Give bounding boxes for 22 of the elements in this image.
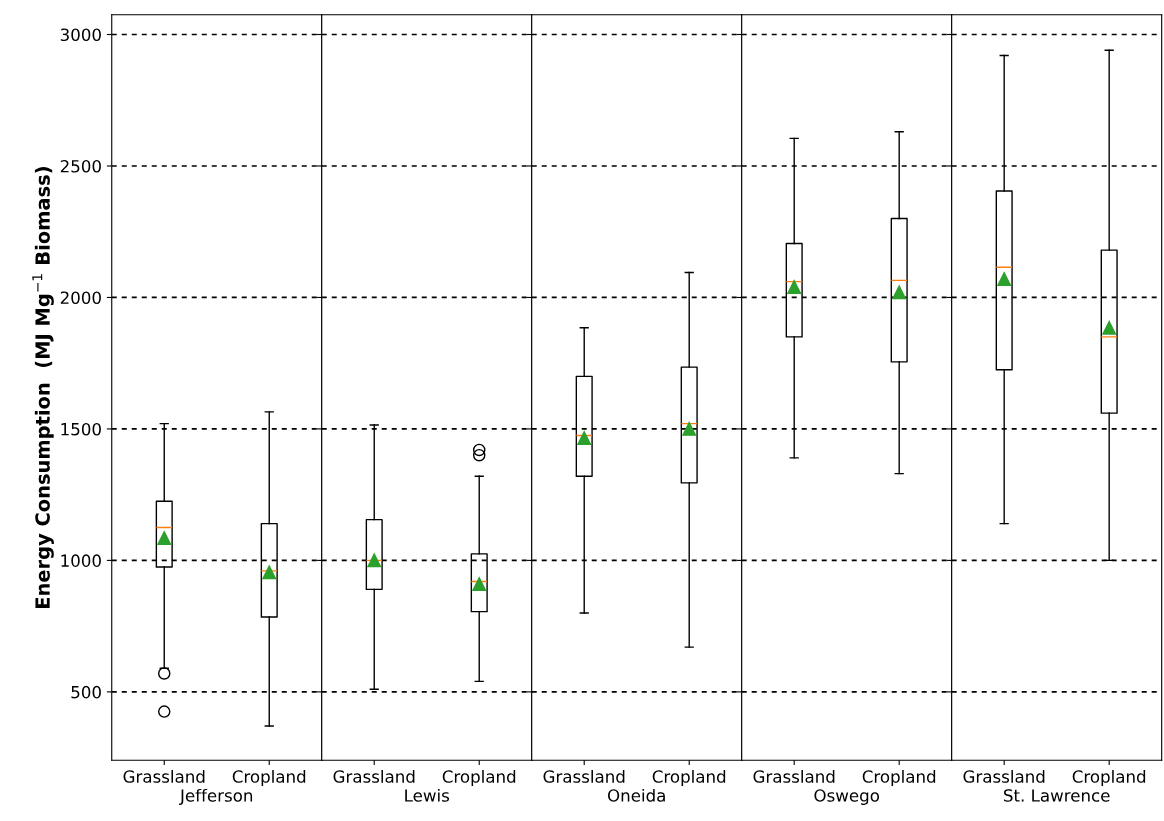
x-tick-label: Cropland <box>652 769 726 787</box>
x-axis-title: Jefferson <box>179 788 253 805</box>
x-tick-label: Cropland <box>232 769 306 787</box>
y-tick-label: 2000 <box>60 291 101 305</box>
x-tick-label: Grassland <box>543 769 625 783</box>
x-tick-label: Grassland <box>333 769 415 783</box>
x-axis-title: Oswego <box>814 789 880 806</box>
x-tick-label: Cropland <box>442 769 516 787</box>
y-tick-label: 1000 <box>61 554 101 567</box>
x-tick-label: Grassland <box>123 769 205 783</box>
x-axis-title: Oneida <box>607 788 665 802</box>
y-tick-label: 500 <box>71 685 101 699</box>
y-axis-title: Energy Consumption (MJ Mg$^{−1}$ Biomass) <box>32 167 54 608</box>
x-axis-title: Lewis <box>405 788 450 802</box>
y-tick-label: 1500 <box>61 422 101 436</box>
x-axis-title: St. Lawrence <box>1004 789 1110 802</box>
y-tick-label: 3000 <box>60 28 101 42</box>
x-tick-label: Grassland <box>963 769 1045 783</box>
x-tick-label: Cropland <box>1072 769 1146 787</box>
y-tick-label: 2500 <box>60 159 101 173</box>
x-tick-label: Grassland <box>753 769 835 783</box>
x-tick-label: Cropland <box>862 769 936 787</box>
